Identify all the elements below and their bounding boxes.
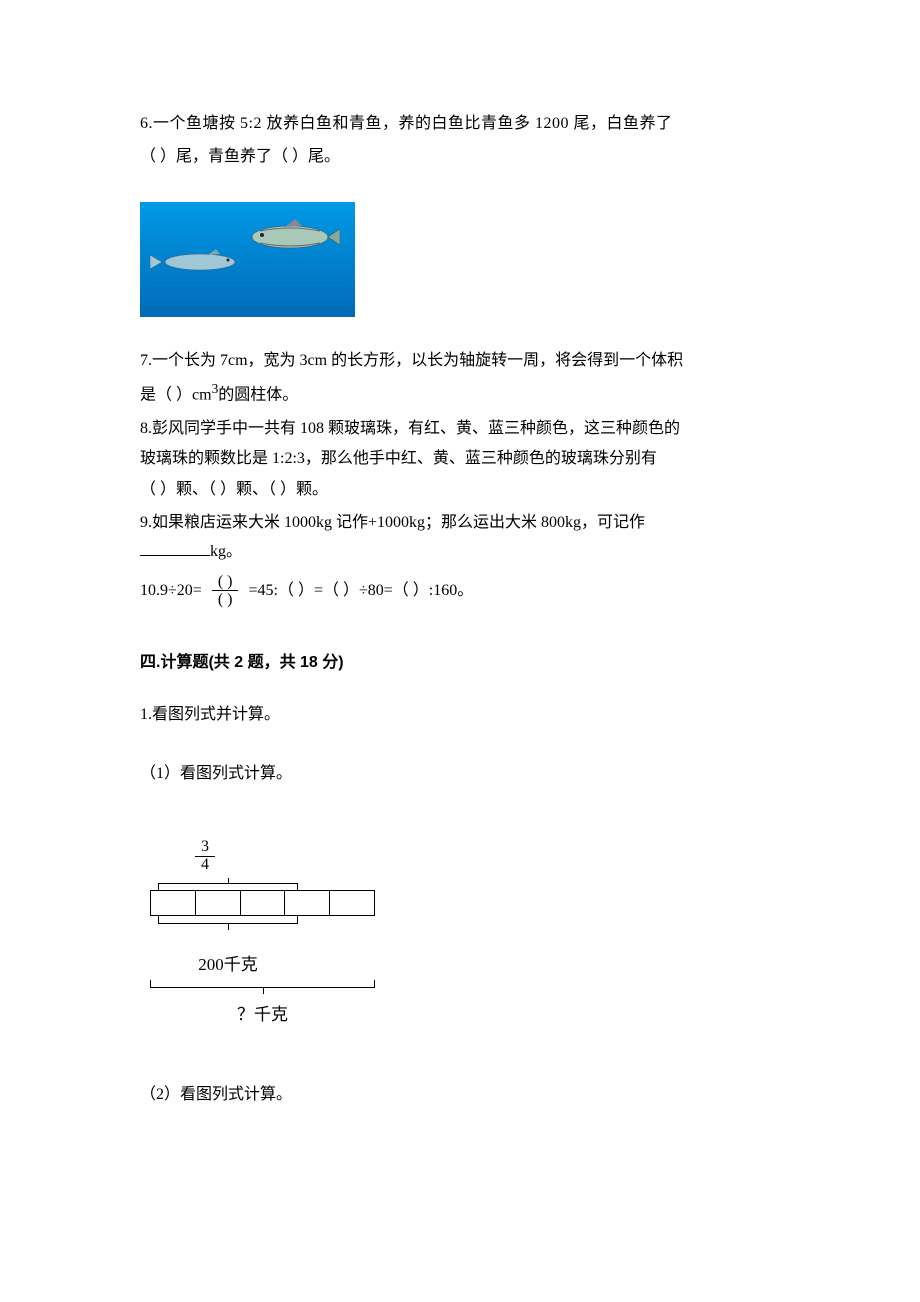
diagram-fraction: 3 4: [195, 839, 215, 874]
question-10: 10.9÷20= ( ) ( ) =45:（ ）=（ ）÷80=（ ）:160。: [140, 573, 780, 609]
calc-question-1: 1.看图列式并计算。: [140, 701, 780, 730]
question-9-blank: [140, 555, 210, 556]
fish-white-icon: [150, 247, 250, 277]
question-9-suffix: kg。: [210, 543, 242, 560]
question-9-line-2: kg。: [140, 538, 780, 567]
diagram-label-200: 200千克: [158, 950, 298, 981]
fish-green-icon: [240, 217, 340, 257]
calc-sub-question-1: （1）看图列式计算。: [140, 760, 780, 789]
question-9-line-1: 9.如果粮店运来大米 1000kg 记作+1000kg；那么运出大米 800kg…: [140, 509, 780, 538]
question-7-line-2: 是（ ）cm3的圆柱体。: [140, 377, 780, 410]
diagram-fraction-den: 4: [195, 857, 215, 874]
question-7-text-a: 是（ ）cm: [140, 387, 212, 404]
question-10-prefix: 10.9÷20=: [140, 581, 202, 598]
question-7-line-1: 7.一个长为 7cm，宽为 3cm 的长方形，以长为轴旋转一周，将会得到一个体积: [140, 347, 780, 376]
diagram-brace-200: [158, 918, 298, 932]
question-10-frac-num: ( ): [212, 573, 239, 592]
question-6-line-2: （ ）尾，青鱼养了（ ）尾。: [140, 143, 780, 172]
calc-sub-question-2: （2）看图列式计算。: [140, 1081, 780, 1110]
diagram-fraction-num: 3: [195, 839, 215, 857]
question-8-line-3: （ ）颗、（ ）颗、（ ）颗。: [140, 476, 780, 505]
question-8-line-1: 8.彭风同学手中一共有 108 颗玻璃珠，有红、黄、蓝三种颜色，这三种颜色的: [140, 415, 780, 444]
diagram-1: 3 4 200千克 ？千克: [150, 839, 780, 1031]
question-8-line-2: 玻璃珠的颗数比是 1:2:3，那么他手中红、黄、蓝三种颜色的玻璃珠分别有: [140, 445, 780, 474]
question-6-line-1: 6.一个鱼塘按 5:2 放养白鱼和青鱼，养的白鱼比青鱼多 1200 尾，白鱼养了: [140, 110, 780, 139]
fish-pond-image: [140, 202, 355, 317]
question-10-frac-den: ( ): [212, 591, 239, 609]
diagram-label-question: ？千克: [150, 1000, 375, 1031]
question-10-rest: =45:（ ）=（ ）÷80=（ ）:160。: [248, 581, 473, 598]
section-4-title: 四.计算题(共 2 题，共 18 分): [140, 649, 780, 678]
diagram-brace-bottom: [150, 982, 375, 996]
diagram-segments: [150, 890, 375, 916]
diagram-brace-top: [158, 876, 298, 890]
question-10-fraction: ( ) ( ): [212, 573, 239, 609]
question-7-text-b: 的圆柱体。: [218, 387, 298, 404]
